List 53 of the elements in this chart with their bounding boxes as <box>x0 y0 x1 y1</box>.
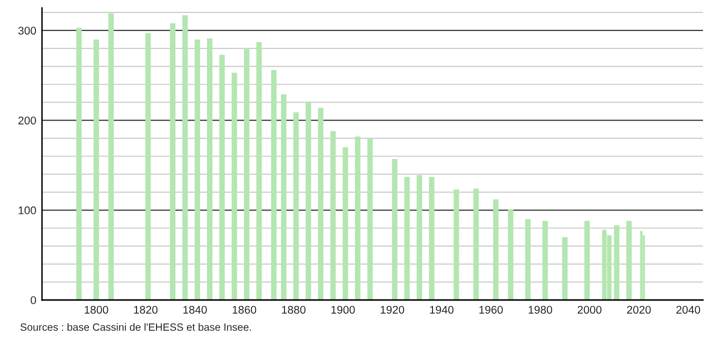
bar <box>508 209 514 300</box>
x-tick-label: 1860 <box>232 306 256 314</box>
bar <box>525 219 531 300</box>
x-tick-label: 1900 <box>331 306 355 314</box>
bar <box>280 94 286 300</box>
bar <box>562 237 568 300</box>
x-tick-label: 1960 <box>479 306 503 314</box>
bar <box>170 23 176 300</box>
x-tick-label: 1820 <box>134 306 158 314</box>
x-tick-label: 1840 <box>183 306 207 314</box>
x-tick-label: 1920 <box>380 306 404 314</box>
bar <box>493 199 499 300</box>
y-tick-label: 100 <box>18 206 36 214</box>
bar <box>330 131 336 300</box>
bar <box>473 188 479 300</box>
bar <box>614 225 620 300</box>
bar <box>232 72 238 300</box>
bar <box>76 28 82 300</box>
bar <box>306 101 312 300</box>
x-tick-label: 2040 <box>676 306 700 314</box>
bar <box>108 13 114 300</box>
x-tick-label: 1980 <box>528 306 552 314</box>
bar <box>428 176 434 300</box>
bar <box>416 175 422 300</box>
bar <box>392 158 398 300</box>
bar <box>354 136 360 300</box>
x-tick-label: 2020 <box>627 306 651 314</box>
bar <box>182 15 188 300</box>
bar <box>542 220 548 300</box>
x-tick-label: 1940 <box>430 306 454 314</box>
y-tick-label: 0 <box>30 296 36 304</box>
bar <box>584 220 590 300</box>
bar <box>244 48 250 300</box>
y-tick-label: 300 <box>18 26 36 35</box>
bar <box>194 39 200 300</box>
bar <box>207 38 212 300</box>
bar <box>626 220 632 300</box>
x-tick-label: 1880 <box>282 306 306 314</box>
bar <box>293 112 299 300</box>
bar <box>367 138 373 300</box>
bar <box>454 189 460 300</box>
bar <box>271 70 277 300</box>
bar <box>404 176 410 300</box>
y-tick-label: 200 <box>18 116 36 124</box>
x-tick-label: 1800 <box>84 306 108 314</box>
x-tick-label: 2000 <box>578 306 602 314</box>
bar <box>145 33 151 300</box>
bar <box>219 54 225 300</box>
bar <box>318 108 324 300</box>
bar <box>342 147 348 300</box>
bar <box>256 42 262 300</box>
bar <box>94 39 99 300</box>
source-note: Sources : base Cassini de l'EHESS et base Insee. <box>20 323 251 331</box>
